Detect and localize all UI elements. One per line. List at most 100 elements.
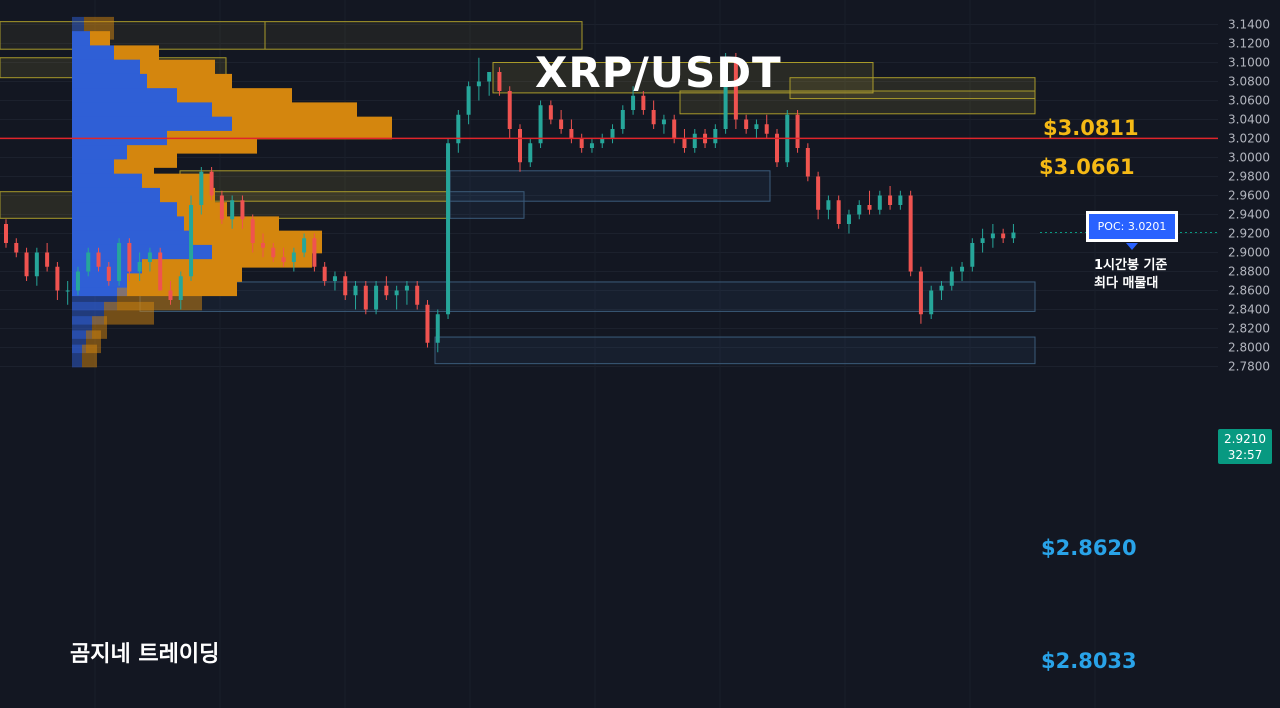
candle [250,214,255,253]
current-price-tag: 2.9210 32:57 [1218,429,1272,464]
candle-body [415,285,420,305]
candles [4,53,1016,353]
y-tick-label: 2.9400 [1228,208,1270,222]
candle-body [96,252,101,267]
candle-body [332,276,337,281]
candle-body [682,138,687,148]
candle [980,228,985,253]
candle-body [302,238,307,253]
candle [939,281,944,300]
candle [24,247,29,281]
y-tick-label: 3.0200 [1228,132,1270,146]
candle-body [189,205,194,277]
vp-bar-sell [167,130,257,154]
candle [589,138,594,153]
candle [764,114,769,139]
candle-body [908,195,913,272]
y-tick-label: 3.0400 [1228,113,1270,127]
candle [754,119,759,139]
candle [1001,228,1006,243]
y-tick-label: 3.0000 [1228,151,1270,165]
candle [1011,224,1016,243]
y-tick-label: 3.0800 [1228,75,1270,89]
candle-body [888,195,893,205]
candle [343,271,348,300]
candle-body [250,219,255,243]
candle-body [353,285,358,296]
candle [528,138,533,167]
candle-body [713,129,718,144]
vp-bar-sell [104,301,154,325]
candle [65,281,70,305]
chart-title: XRP/USDT [535,48,782,97]
candle-body [45,252,50,267]
candle [600,133,605,148]
candle [692,129,697,153]
volume-profile [72,16,392,368]
vp-bar-buy [72,344,82,368]
candle-body [631,95,636,110]
candle [34,247,39,286]
candle [661,114,666,134]
candle [147,247,152,272]
candle-body [929,290,934,315]
candle [117,238,122,286]
candle-body [898,195,903,205]
candle-body [209,171,214,196]
candle [55,262,60,300]
candle-body [446,143,451,315]
candle-body [559,119,564,129]
candle [363,281,368,315]
level-label-3-0661: $3.0661 [1039,155,1135,179]
zone-2-8033 [434,336,1036,365]
candle [261,233,265,258]
y-tick-label: 2.9600 [1228,189,1270,203]
candle-body [322,266,327,281]
candle-body [466,86,471,115]
candle [219,190,224,224]
candle [209,167,214,201]
candle [199,167,204,215]
candle [281,247,286,267]
candle-body [589,143,594,148]
candle [446,138,451,319]
candle-body [168,290,173,300]
candle [795,110,800,153]
candle-body [661,119,666,125]
candle [888,186,893,210]
candle [579,133,584,153]
candle [867,190,872,215]
candle-body [744,119,749,129]
candle [456,110,461,153]
level-label-2-8033: $2.8033 [1041,649,1137,673]
candle-body [826,200,831,210]
candle-body [651,110,656,125]
candle [918,266,923,324]
candle-body [836,200,841,224]
candle-body [55,266,60,291]
candle-body [106,266,111,281]
level-label-2-8620: $2.8620 [1041,536,1137,560]
candle [425,300,430,348]
candle-body [764,124,769,134]
candle [374,281,379,315]
zone-mid-blue [449,170,771,202]
poc-note-line2: 최다 매물대 [1094,276,1159,291]
candle-body [980,238,985,243]
candle-body [117,243,122,281]
candle [569,119,574,144]
candle [137,252,142,281]
y-tick-label: 2.8600 [1228,284,1270,298]
candle-body [127,243,132,272]
candle [836,195,841,229]
candle [857,200,862,220]
candle-body [34,252,39,277]
candle-body [754,124,759,129]
candle [744,114,749,134]
candle-body [312,238,317,267]
candle [713,124,718,148]
y-tick-label: 3.1200 [1228,37,1270,51]
candle-body [261,243,265,248]
candle-body [816,176,821,210]
